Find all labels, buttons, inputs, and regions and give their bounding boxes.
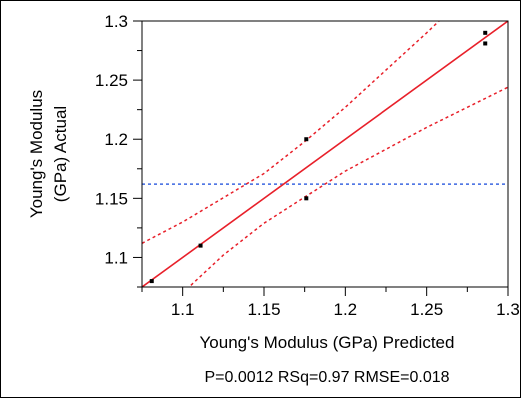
y-tick-label: 1.3 (104, 12, 128, 31)
x-tick-label: 1.25 (410, 300, 443, 319)
y-tick-label: 1.1 (104, 248, 128, 267)
x-tick-label: 1.2 (334, 300, 358, 319)
x-tick-label: 1.3 (496, 300, 520, 319)
x-axis-title: Young's Modulus (GPa) Predicted (200, 333, 455, 352)
x-tick-label: 1.1 (171, 300, 195, 319)
x-axis-ticks: 1.1 1.15 1.2 1.25 1.3 (141, 287, 520, 319)
x-tick-label: 1.15 (247, 300, 280, 319)
data-point (483, 30, 488, 35)
y-tick-label: 1.15 (95, 189, 128, 208)
y-axis-title-line-1: Young's Modulus (27, 90, 46, 218)
data-point (304, 196, 309, 201)
data-point (304, 137, 309, 142)
data-point (149, 279, 154, 284)
plot-content (142, 21, 508, 287)
model-stats-text: P=0.0012 RSq=0.97 RMSE=0.018 (204, 369, 449, 386)
data-point (198, 243, 203, 248)
confidence-curve-lower (187, 86, 508, 287)
fit-line (142, 21, 508, 287)
data-point (483, 41, 488, 46)
y-tick-label: 1.2 (104, 130, 128, 149)
y-axis-title: Young's Modulus (GPa) Actual (27, 90, 70, 218)
plot-area-border (141, 20, 509, 288)
y-axis-title-line-2: (GPa) Actual (51, 106, 70, 202)
y-tick-label: 1.25 (95, 71, 128, 90)
y-axis-ticks: 1.1 1.15 1.2 1.25 1.3 (95, 12, 142, 288)
confidence-curve-upper (142, 21, 441, 244)
